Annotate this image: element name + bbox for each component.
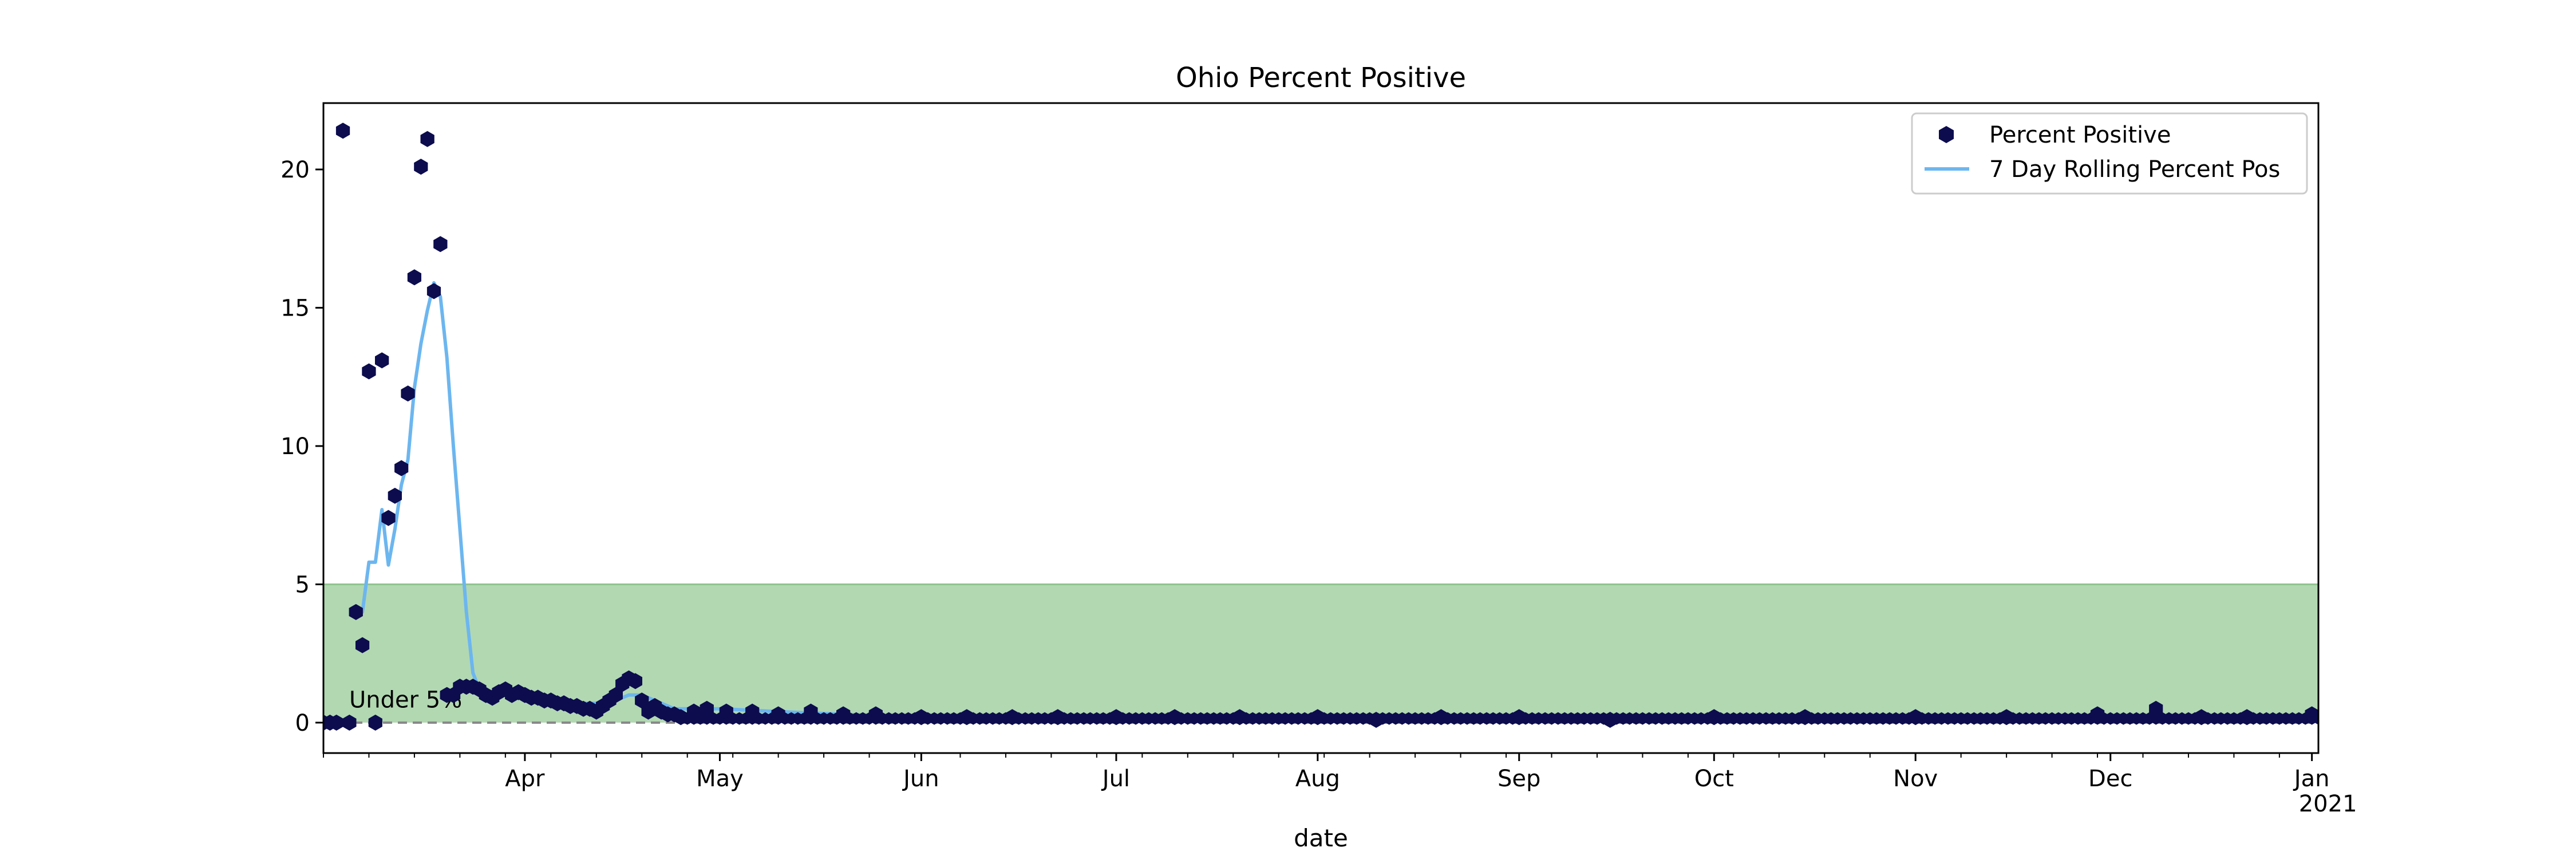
series-point [329, 714, 343, 731]
y-tick-label: 20 [280, 157, 310, 183]
y-tick-label: 5 [295, 572, 310, 598]
y-tick-label: 10 [280, 434, 310, 460]
series-point [368, 714, 382, 731]
legend-label-percent-positive: Percent Positive [1989, 122, 2171, 148]
x-tick-label: Jun [902, 766, 939, 792]
series-point [2240, 709, 2254, 726]
series-point [1369, 712, 1384, 728]
x-axis-label: date [1294, 824, 1348, 852]
series-point [1310, 709, 1325, 726]
x-tick-label: Oct [1694, 766, 1734, 792]
x-tick-label: Aug [1295, 766, 1340, 792]
series-point [1909, 709, 1923, 726]
series-point [381, 510, 396, 526]
tick-marks: 0 5 10 15 20 Apr May Jun Jul Aug Sep Oct Nov Dec Jan20… [280, 157, 2357, 817]
series-point [609, 687, 623, 703]
plot-area: Under 5% [323, 123, 2318, 731]
x-tick-label: Nov [1893, 766, 1938, 792]
series-point [1707, 709, 1721, 726]
series-point [2149, 700, 2163, 717]
series-point [2090, 706, 2105, 723]
series-point [959, 709, 974, 726]
series-point [388, 487, 402, 504]
y-tick-label: 15 [280, 295, 310, 321]
series-point [686, 703, 701, 720]
series-point [719, 703, 733, 720]
series-point [394, 460, 409, 476]
series-point [1050, 709, 1065, 726]
x-tick-label: Jan [2293, 766, 2330, 792]
series-point [1005, 709, 1020, 726]
x-tick-label: Dec [2088, 766, 2132, 792]
series-point [1109, 709, 1123, 726]
x-tick-label: May [696, 766, 744, 792]
series-point [771, 706, 785, 723]
series-point [1603, 712, 1617, 728]
series-point [349, 604, 363, 620]
series-point [1512, 709, 1526, 726]
series-point [342, 714, 357, 731]
series-point [804, 703, 818, 720]
plot-border [322, 102, 2320, 754]
series-point [1232, 709, 1247, 726]
chart-title: Ohio Percent Positive [1176, 62, 1466, 94]
series-point [628, 673, 642, 689]
series-point [1434, 709, 1448, 726]
series-point [836, 706, 851, 723]
series-point [433, 236, 448, 253]
series-point [745, 703, 760, 720]
series-point [335, 123, 350, 139]
series-point [700, 700, 714, 717]
series-point [355, 637, 370, 653]
x-tick-label: Apr [505, 766, 545, 792]
series-point [414, 159, 428, 175]
legend-marker-percent-positive [1939, 126, 1954, 143]
x-tick-label: Sep [1498, 766, 1540, 792]
series-point [2000, 709, 2014, 726]
series-point [2194, 709, 2208, 726]
series-point [375, 352, 389, 369]
series-point [635, 692, 649, 709]
series-point [407, 269, 421, 286]
threshold-band [323, 584, 2318, 723]
legend-label-rolling: 7 Day Rolling Percent Pos [1989, 156, 2280, 183]
series-point [362, 363, 376, 380]
series-point [914, 709, 929, 726]
legend: Percent Positive 7 Day Rolling Percent Po… [1911, 112, 2308, 195]
series-point [2305, 706, 2318, 723]
series-point [674, 709, 688, 726]
x-tick-sublabel: 2021 [2299, 791, 2357, 817]
series-point [401, 385, 415, 402]
x-tick-label: Jul [1101, 766, 1130, 792]
axes-frame [322, 102, 2320, 754]
legend-box [1911, 112, 2308, 195]
series-point [1168, 709, 1182, 726]
series-point [1798, 709, 1812, 726]
series-point [868, 706, 883, 723]
y-tick-label: 0 [295, 710, 310, 736]
series-point [420, 131, 434, 147]
series-point [426, 283, 441, 300]
